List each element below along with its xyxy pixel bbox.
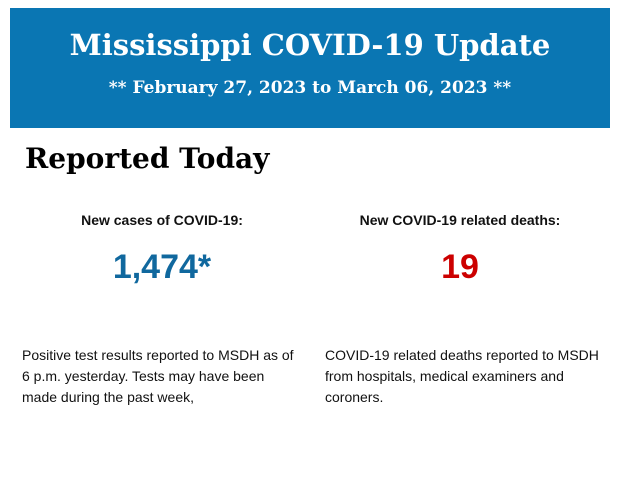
page-title: Mississippi COVID-19 Update — [69, 28, 551, 62]
new-cases-label: New cases of COVID-19: — [81, 212, 243, 228]
new-deaths-value: 19 — [441, 248, 479, 286]
new-deaths-description: COVID-19 related deaths reported to MSDH… — [325, 347, 599, 405]
new-cases-panel: New cases of COVID-19: 1,474* Positive t… — [22, 212, 302, 405]
new-cases-value: 1,474* — [112, 248, 212, 286]
new-deaths-label: New COVID-19 related deaths: — [359, 212, 561, 228]
new-deaths-panel: New COVID-19 related deaths: 19 COVID-19… — [320, 212, 600, 405]
date-range: ** February 27, 2023 to March 06, 2023 *… — [108, 78, 512, 98]
header-banner: Mississippi COVID-19 Update ** February … — [10, 8, 610, 128]
section-title: Reported Today — [25, 142, 270, 175]
new-cases-description: Positive test results reported to MSDH a… — [22, 347, 294, 405]
